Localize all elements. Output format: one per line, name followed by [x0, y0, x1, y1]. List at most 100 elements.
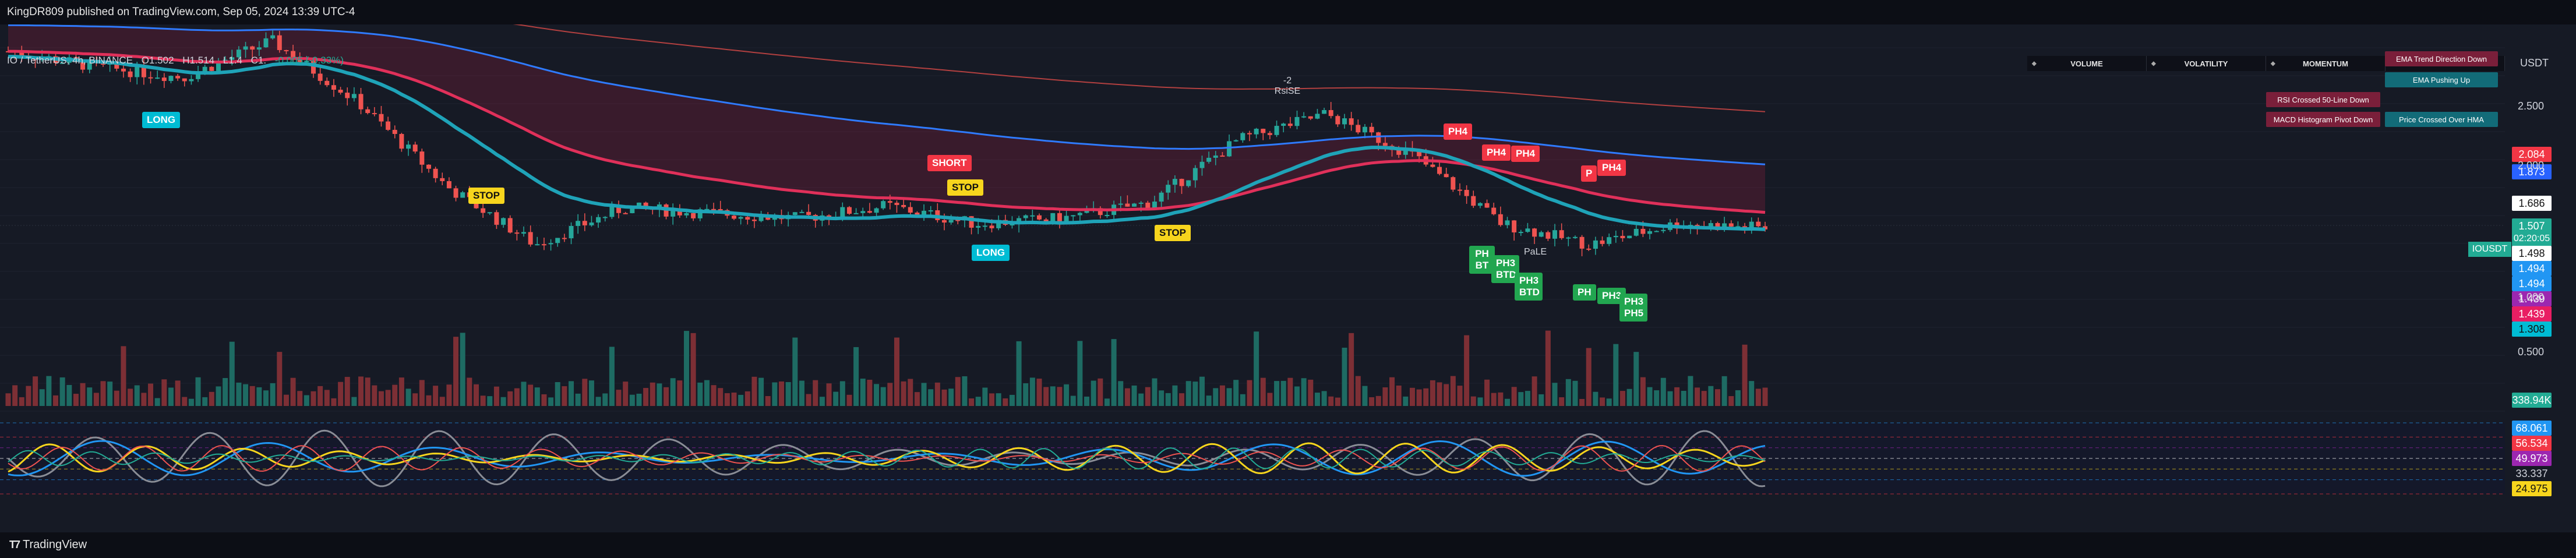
- pivot-tag-ph[interactable]: PH: [1573, 284, 1596, 301]
- pivot-tag-ph-bt[interactable]: PH BT: [1469, 246, 1495, 274]
- volume-bar: [487, 396, 493, 406]
- volume-bar: [53, 395, 59, 406]
- symbol-legend[interactable]: IO / TetherUS, 4h, BINANCE O1.502 H1.514…: [7, 55, 344, 66]
- candle: [602, 216, 608, 222]
- price-label-pink: 1.439: [2512, 306, 2552, 322]
- candle: [324, 77, 330, 87]
- ema-200-line: [513, 24, 1766, 112]
- candle: [1274, 121, 1279, 137]
- tradingview-brand[interactable]: T7 TradingView: [9, 538, 87, 552]
- volume-bar: [718, 388, 724, 406]
- signal-tag-short[interactable]: SHORT: [927, 155, 972, 171]
- signal-tag-stop[interactable]: STOP: [1155, 225, 1191, 241]
- volume-bar: [1647, 387, 1653, 406]
- volume-bar: [657, 383, 662, 406]
- volume-bar: [744, 391, 750, 406]
- candle: [1512, 220, 1517, 241]
- volume-bar: [1091, 380, 1096, 406]
- tradingview-logo-icon: T7: [9, 539, 20, 550]
- signal-tag-stop[interactable]: STOP: [468, 188, 504, 204]
- dash-header-volatility[interactable]: ◆ VOLATILITY: [2147, 56, 2266, 71]
- pivot-tag-p[interactable]: P: [1581, 165, 1597, 182]
- volume-bar: [1762, 387, 1768, 406]
- chart-canvas[interactable]: [0, 24, 2576, 532]
- volume-bar: [1240, 394, 1245, 406]
- candle: [392, 125, 397, 139]
- candle: [718, 200, 723, 211]
- candle: [1227, 134, 1232, 157]
- volume-bar: [114, 390, 119, 406]
- candle: [671, 203, 676, 225]
- volume-bar: [277, 352, 283, 406]
- dash-header-volume[interactable]: ◆ VOLUME: [2027, 56, 2147, 71]
- volume-bar: [1328, 396, 1334, 406]
- volume-bar: [297, 391, 303, 406]
- volume-bar: [534, 387, 540, 406]
- candle: [1152, 196, 1157, 209]
- signal-tag-long[interactable]: LONG: [142, 112, 181, 128]
- pivot-tag-ph4[interactable]: PH4: [1444, 123, 1473, 140]
- volume-bar: [1124, 388, 1130, 406]
- brand-name: TradingView: [23, 538, 87, 551]
- candle: [792, 212, 797, 216]
- candle: [433, 167, 438, 183]
- candle: [345, 87, 350, 106]
- volume-bar: [792, 337, 798, 406]
- candle: [874, 207, 879, 218]
- candle: [806, 204, 811, 216]
- chart-area[interactable]: IO / TetherUS, 4h, BINANCE O1.502 H1.514…: [0, 24, 2576, 544]
- candle: [161, 73, 167, 88]
- pivot-tag-ph4[interactable]: PH4: [1511, 146, 1540, 162]
- signal-tag-long[interactable]: LONG: [972, 245, 1010, 261]
- price-label-cyan: 1.308: [2512, 322, 2552, 337]
- volume-bar: [175, 380, 181, 406]
- candle: [1308, 116, 1313, 121]
- oscillator-green-line: [8, 447, 1766, 469]
- volume-bar: [1369, 397, 1375, 406]
- pivot-tag-ph3[interactable]: PH3: [1597, 288, 1626, 304]
- symbol-name[interactable]: IO / TetherUS, 4h, BINANCE: [7, 55, 133, 66]
- signal-tag-stop[interactable]: STOP: [947, 179, 983, 196]
- dash-header-momentum[interactable]: ◆ MOMENTUM: [2266, 56, 2386, 71]
- volume-bar: [467, 377, 472, 406]
- candle: [596, 214, 601, 228]
- pivot-tag-ph3-btd[interactable]: PH3 BTD: [1515, 273, 1543, 301]
- volume-bar: [39, 389, 45, 406]
- volume-bar: [141, 393, 147, 406]
- volume-bar: [385, 390, 391, 406]
- volume-bar: [1681, 390, 1686, 406]
- currency-label[interactable]: USDT: [2520, 57, 2549, 69]
- candle: [460, 190, 465, 198]
- volume-bar: [507, 391, 513, 406]
- volume-bar: [324, 390, 330, 406]
- volume-bar: [26, 386, 31, 406]
- candle: [881, 199, 886, 210]
- volume-bar: [195, 377, 201, 406]
- volume-bar: [623, 382, 629, 406]
- candle: [1586, 244, 1592, 251]
- volume-bar: [351, 397, 357, 406]
- volume-bar: [569, 381, 574, 406]
- volume-bar: [1260, 377, 1266, 406]
- price-change: -0.005 (-0.33%): [274, 55, 344, 66]
- pivot-tag-ph4[interactable]: PH4: [1482, 144, 1511, 161]
- volume-bar: [66, 384, 72, 406]
- signal-rsi-crossed-down: RSI Crossed 50-Line Down: [2266, 92, 2380, 107]
- price-tick-2000: 2.000: [2518, 160, 2545, 171]
- candle: [576, 214, 581, 234]
- candle: [1328, 102, 1333, 119]
- candle: [1593, 236, 1598, 255]
- pivot-tag-ph4[interactable]: PH4: [1597, 160, 1626, 176]
- candle: [1267, 130, 1272, 140]
- volume-bar: [202, 397, 208, 406]
- pivot-tag-ph3-ph5[interactable]: PH3 PH5: [1619, 294, 1647, 322]
- volume-bar: [1287, 377, 1293, 406]
- volume-bar: [982, 387, 988, 406]
- volume-bar: [1294, 386, 1300, 406]
- volume-bar: [1382, 387, 1388, 406]
- candle: [1132, 203, 1137, 207]
- candle: [1518, 229, 1523, 236]
- candle: [745, 216, 750, 225]
- symbol-price-tag: IOUSDT: [2468, 242, 2511, 257]
- candle: [141, 59, 146, 85]
